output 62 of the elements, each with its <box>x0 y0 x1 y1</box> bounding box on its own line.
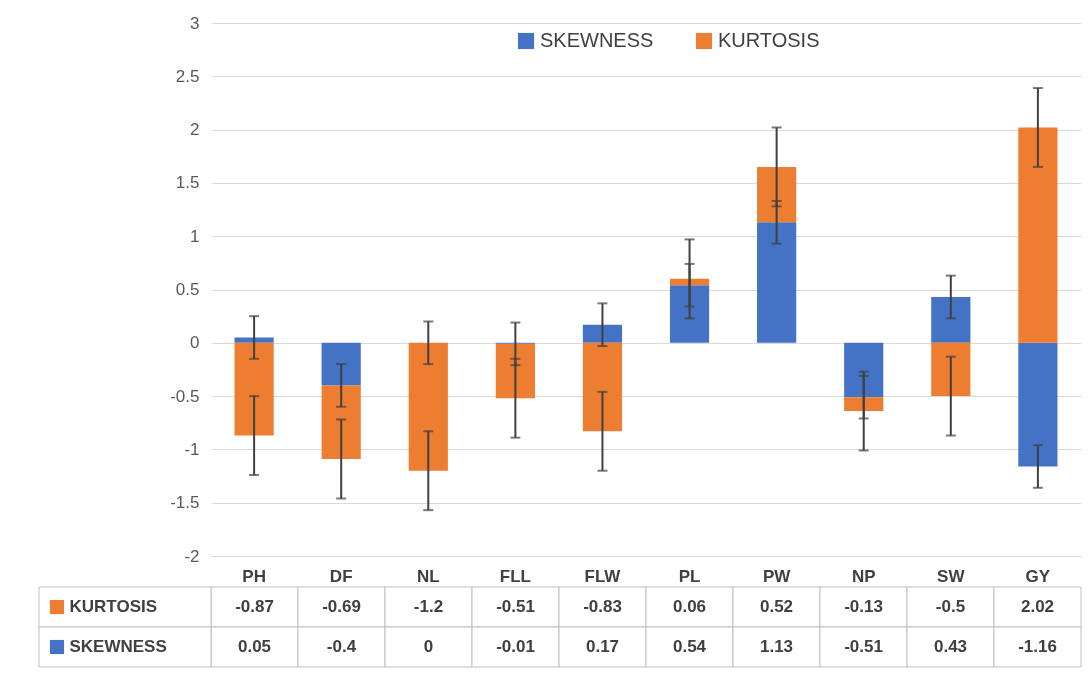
legend-label: SKEWNESS <box>540 29 654 51</box>
data-label: 0.05 <box>237 637 272 656</box>
x-tick-label: GY <box>1025 566 1051 586</box>
bar <box>757 166 797 223</box>
data-label: -0.5 <box>935 597 966 616</box>
bar <box>582 342 623 432</box>
x-tick-label: FLL <box>499 566 531 586</box>
data-label: -0.87 <box>235 597 274 616</box>
y-tick-label: -2 <box>184 546 200 566</box>
bar <box>757 222 797 343</box>
data-label: 1.13 <box>759 637 794 656</box>
bar <box>931 296 971 343</box>
x-tick-label: PH <box>242 566 266 586</box>
y-tick-label: 3 <box>190 13 200 33</box>
data-label: 0.52 <box>759 597 794 616</box>
bar <box>1018 127 1058 343</box>
x-tick-label: PW <box>762 566 792 586</box>
data-label: -1.16 <box>1018 637 1057 656</box>
text: KURTOSIS <box>69 597 158 616</box>
x-tick-label: FLW <box>584 566 622 586</box>
bar <box>669 285 710 343</box>
bar <box>495 343 535 399</box>
data-label: -0.83 <box>583 597 622 616</box>
bar <box>321 385 361 459</box>
data-label: 0.54 <box>672 637 707 656</box>
data-label: -0.13 <box>844 597 883 616</box>
bar <box>234 337 274 343</box>
text: SKEWNESS <box>69 637 167 656</box>
bar <box>582 324 623 343</box>
bar <box>844 342 884 398</box>
bar <box>321 342 361 386</box>
data-label: 0 <box>423 637 434 656</box>
y-tick-label: -1.5 <box>170 493 200 513</box>
x-tick-label: PL <box>678 566 701 586</box>
data-label: 0.06 <box>672 597 707 616</box>
bar <box>1018 342 1058 467</box>
data-label: -0.69 <box>322 597 361 616</box>
data-label: 2.02 <box>1020 597 1055 616</box>
data-label: -0.01 <box>496 637 535 656</box>
y-tick-label: 1.5 <box>175 173 200 193</box>
y-tick-label: -1 <box>184 439 200 459</box>
x-tick-label: NP <box>851 566 876 586</box>
data-label: 0.43 <box>933 637 968 656</box>
bar <box>408 342 448 471</box>
x-tick-label: SW <box>937 566 966 586</box>
data-label: 0.17 <box>585 637 620 656</box>
y-tick-label: 0.5 <box>175 280 200 299</box>
bar <box>844 397 884 412</box>
data-label: -0.4 <box>326 637 357 656</box>
data-label: -0.51 <box>496 597 535 616</box>
y-tick-label: 2 <box>190 120 200 140</box>
y-tick-label: 0 <box>190 333 200 353</box>
y-tick-label: 1 <box>190 226 200 246</box>
bar <box>234 342 274 436</box>
bar <box>931 342 971 397</box>
y-tick-label: -0.5 <box>170 386 200 406</box>
legend-label: KURTOSIS <box>718 29 820 51</box>
x-tick-label: NL <box>416 566 440 586</box>
data-label: -0.51 <box>844 637 883 656</box>
data-label: -1.2 <box>413 597 444 616</box>
y-tick-label: 2.5 <box>175 66 200 86</box>
x-tick-label: DF <box>329 566 353 586</box>
